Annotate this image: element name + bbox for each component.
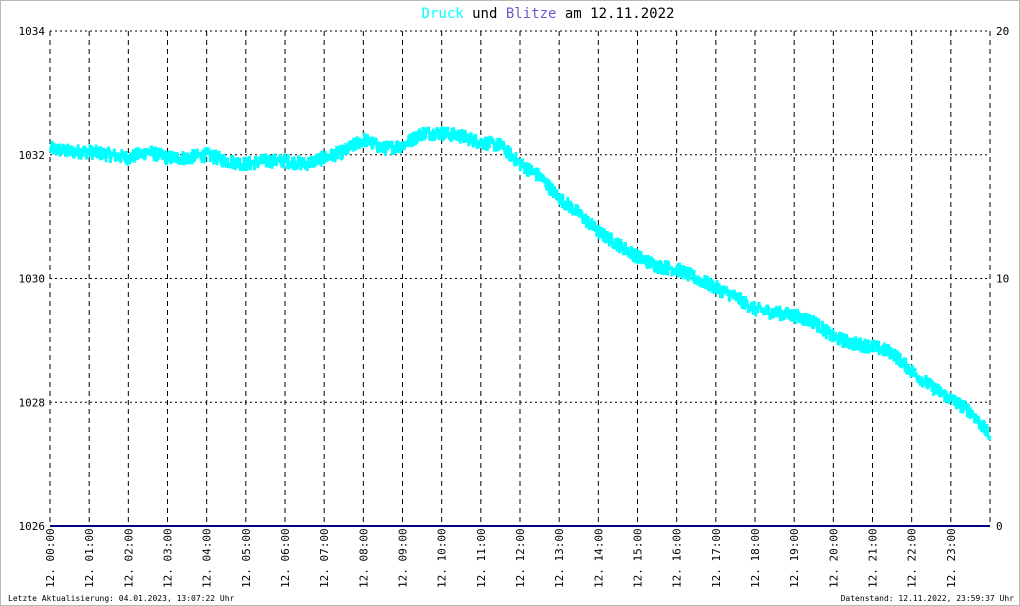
x-tick-label: 12. 22:00 — [906, 528, 919, 588]
x-tick-label: 12. 05:00 — [240, 528, 253, 588]
title-blitze: Blitze — [506, 6, 557, 22]
y-left-tick-label: 1032 — [19, 149, 46, 162]
x-tick-label: 12. 00:00 — [44, 528, 57, 588]
y-left-tick-label: 1034 — [19, 25, 46, 38]
x-tick-label: 12. 01:00 — [83, 528, 96, 588]
x-tick-label: 12. 17:00 — [710, 528, 723, 588]
y-axis-left: 1034 1032 1030 1028 1026 — [19, 25, 46, 533]
grid — [49, 30, 991, 527]
x-tick-label: 12. 10:00 — [436, 528, 449, 588]
x-tick-label: 12. 08:00 — [357, 528, 370, 588]
x-tick-label: 12. 23:00 — [945, 528, 958, 588]
title-und: und — [464, 6, 506, 22]
x-tick-label: 12. 12:00 — [514, 528, 527, 588]
y-left-tick-label: 1030 — [19, 273, 46, 286]
x-tick-label: 12. 09:00 — [397, 528, 410, 588]
y-right-tick-label: 0 — [996, 520, 1003, 533]
footer-last-update: Letzte Aktualisierung: 04.01.2023, 13:07… — [8, 594, 235, 603]
series — [49, 126, 992, 527]
y-left-tick-label: 1026 — [19, 520, 46, 533]
x-axis: 12. 00:00 12. 01:00 12. 02:00 12. 03:00 12. … — [44, 528, 958, 588]
x-tick-label: 12. 14:00 — [592, 528, 605, 588]
x-tick-label: 12. 11:00 — [475, 528, 488, 588]
title-date: am 12.11.2022 — [556, 6, 674, 22]
x-tick-label: 12. 02:00 — [122, 528, 135, 588]
x-tick-label: 12. 18:00 — [749, 528, 762, 588]
x-tick-label: 12. 13:00 — [553, 528, 566, 588]
x-tick-label: 12. 16:00 — [671, 528, 684, 588]
x-tick-label: 12. 19:00 — [788, 528, 801, 588]
x-tick-label: 12. 04:00 — [201, 528, 214, 588]
chart-title: Druck und Blitze am 12.11.2022 — [422, 6, 675, 22]
title-druck: Druck — [422, 6, 465, 22]
y-right-tick-label: 20 — [996, 25, 1009, 38]
x-tick-label: 12. 03:00 — [162, 528, 175, 588]
series-druck-line — [49, 126, 992, 441]
x-tick-label: 12. 06:00 — [279, 528, 292, 588]
y-left-tick-label: 1028 — [19, 396, 46, 409]
y-axis-right: 20 10 0 — [996, 25, 1009, 533]
y-right-tick-label: 10 — [996, 273, 1009, 286]
x-tick-label: 12. 20:00 — [827, 528, 840, 588]
x-tick-label: 12. 21:00 — [867, 528, 880, 588]
footer-data-status: Datenstand: 12.11.2022, 23:59:37 Uhr — [841, 594, 1015, 603]
x-tick-label: 12. 15:00 — [632, 528, 645, 588]
x-tick-label: 12. 07:00 — [318, 528, 331, 588]
